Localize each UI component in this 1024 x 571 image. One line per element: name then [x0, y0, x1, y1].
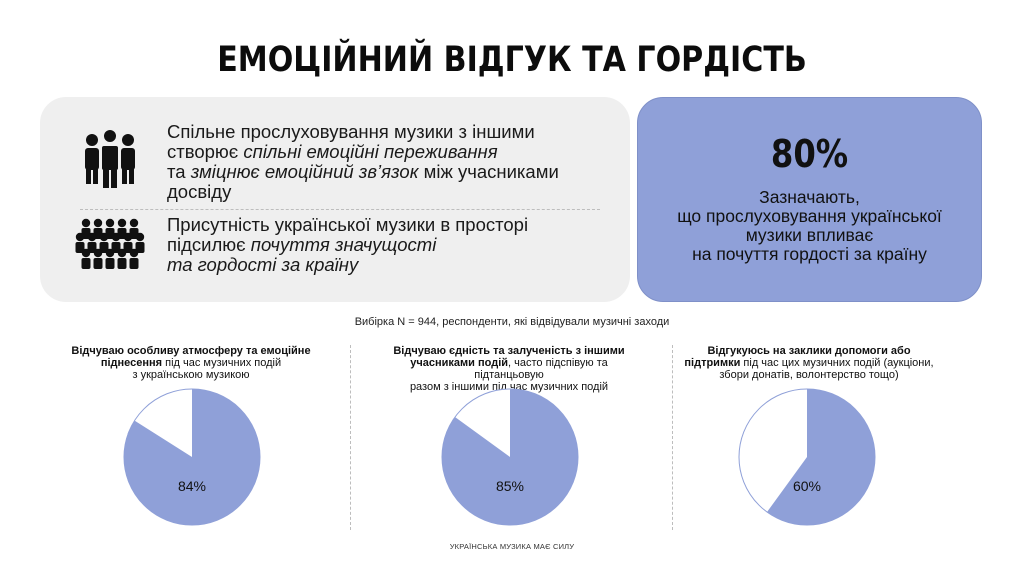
pie-value-label: 85% [496, 478, 524, 494]
pie-caption-support: Відгукуюсь на заклики допомоги або підтр… [684, 345, 934, 381]
footer-tagline: УКРАЇНСЬКА МУЗИКА МАЄ СИЛУ [449, 542, 575, 551]
group-of-people-icon [85, 128, 135, 188]
pie-value-label: 84% [178, 478, 206, 494]
stat-line: що прослуховування української [677, 206, 942, 226]
emphasis-text: спільні емоційні переживання [243, 141, 498, 162]
pride-stat-card: 80% Зазначають, що прослуховування украї… [637, 97, 982, 302]
stat-description: Зазначають, що прослуховування українськ… [638, 188, 981, 264]
emphasis-text: зміцнює емоційний зв’язок [190, 161, 419, 182]
page-title: ЕМОЦІЙНИЙ ВІДГУК ТА ГОРДІСТЬ [217, 40, 807, 80]
pie-value-label: 60% [793, 478, 821, 494]
pie-chart-unity: 85% [441, 388, 579, 526]
finding-text-music-presence: Присутність української музики в простор… [167, 215, 607, 275]
pie-caption-atmosphere: Відчуваю особливу атмосферу та емоційне … [71, 345, 311, 381]
row-divider [80, 209, 600, 210]
pie-chart-atmosphere: 84% [123, 388, 261, 526]
finding-line: Присутність української музики в простор… [167, 214, 529, 235]
finding-line: та зміцнює емоційний зв’язок між учасник… [167, 161, 559, 182]
pie-slice-main [442, 389, 578, 525]
stat-line: на почуття гордості за країну [692, 244, 927, 264]
finding-line: та гордості за країну [167, 255, 607, 275]
stat-line: Зазначають, [759, 187, 860, 207]
column-divider [350, 345, 351, 530]
finding-line: створює спільні емоційні переживання [167, 141, 498, 162]
finding-line: підсилює почуття значущості [167, 234, 437, 255]
column-divider [672, 345, 673, 530]
emphasis-text: та гордості за країну [167, 254, 359, 275]
stat-value: 80% [770, 132, 849, 176]
pie-slice-main [767, 389, 875, 525]
finding-line: Спільне прослуховування музики з іншими [167, 121, 535, 142]
sample-note: Вибірка N = 944, респонденти, які відвід… [354, 316, 670, 328]
findings-panel: Спільне прослуховування музики з іншими … [40, 97, 630, 302]
emphasis-text: почуття значущості [250, 234, 437, 255]
pie-chart-support: 60% [738, 388, 876, 526]
crowd-icon [75, 218, 145, 269]
finding-text-shared-listening: Спільне прослуховування музики з іншими … [167, 122, 607, 202]
pie-slice-main [123, 389, 260, 525]
finding-line: досвіду [167, 181, 232, 202]
stat-line: музики впливає [745, 225, 874, 245]
pie-caption-unity: Відчуваю єдність та залученість з іншими… [393, 345, 625, 393]
